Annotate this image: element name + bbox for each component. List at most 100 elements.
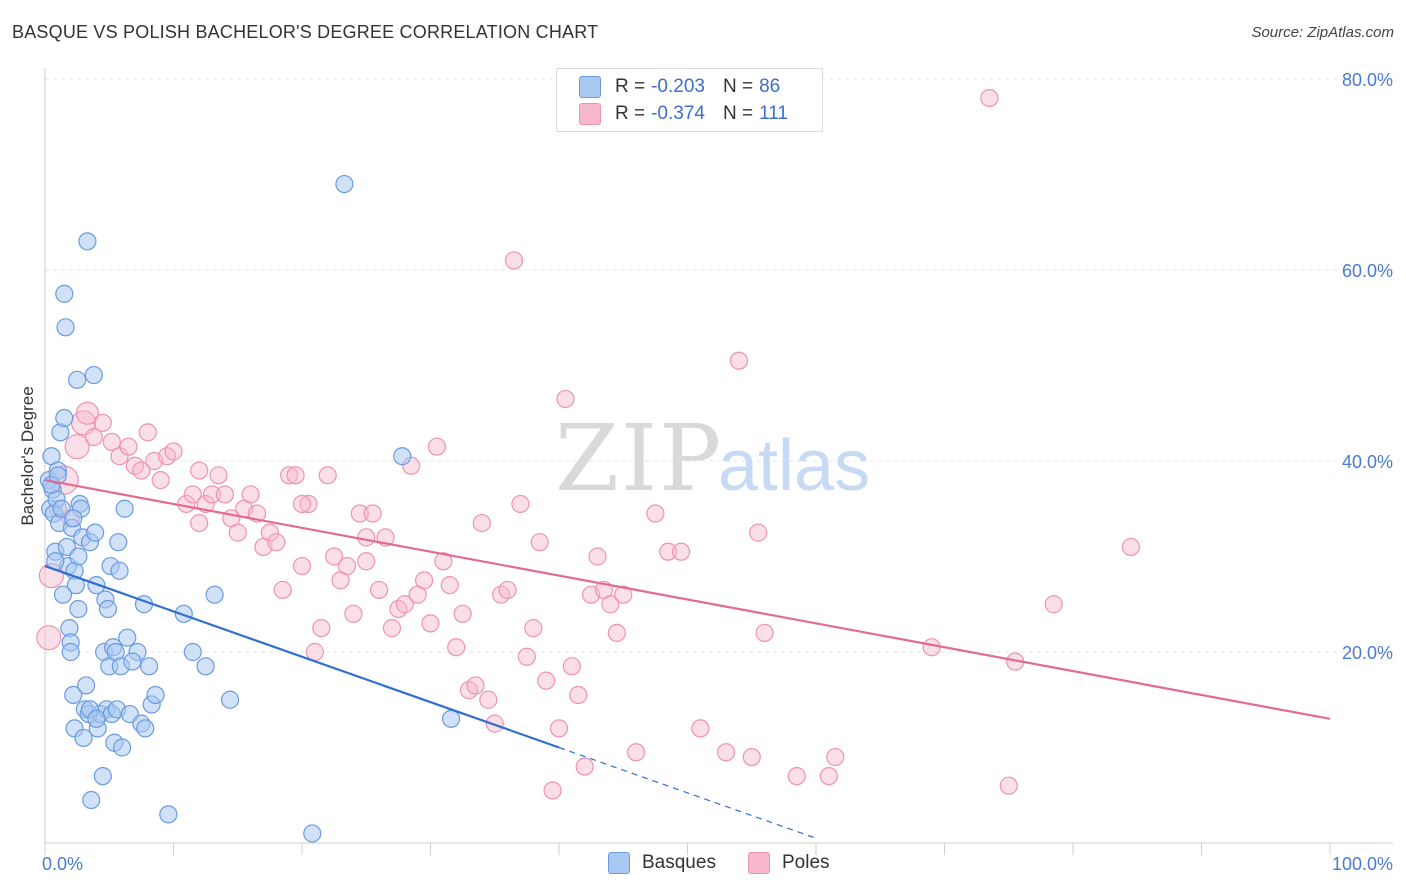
n-label: N = <box>722 103 754 124</box>
basques-point <box>139 657 159 676</box>
basques-point <box>98 599 118 619</box>
basques-point <box>87 709 106 728</box>
poles-point <box>299 494 318 514</box>
poles-point <box>267 533 286 552</box>
x-tick-label: 100.0% <box>1332 854 1393 874</box>
poles-point <box>1121 537 1140 557</box>
basques-point <box>64 685 83 705</box>
basques-point <box>393 447 412 466</box>
poles-point <box>562 657 581 676</box>
poles-point <box>999 776 1018 795</box>
legend-row-poles: R = -0.374 N = 111 <box>579 101 788 127</box>
r-value: -0.374 <box>651 103 705 124</box>
poles-point <box>826 747 845 767</box>
y-tick-label: 40.0% <box>1342 452 1393 472</box>
poles-point <box>75 401 100 425</box>
basques-point <box>220 690 240 709</box>
basques-point <box>78 232 97 251</box>
poles-point <box>292 556 312 576</box>
basques-point <box>69 547 88 566</box>
poles-point <box>447 638 466 657</box>
poles-point <box>84 428 103 447</box>
source-label: Source: ZipAtlas.com <box>1251 24 1394 41</box>
basques-point <box>48 466 67 485</box>
watermark-atlas: atlas <box>718 426 870 506</box>
poles-point <box>427 437 447 456</box>
basques-point <box>93 767 112 786</box>
poles-point <box>241 485 260 504</box>
basques-point <box>335 174 354 194</box>
poles-point <box>183 485 202 504</box>
poles-point <box>755 623 774 643</box>
poles-point <box>485 714 504 733</box>
poles-point <box>318 466 337 485</box>
basques-trendline <box>44 565 560 749</box>
basques-point <box>55 284 74 303</box>
basques-point <box>118 628 137 647</box>
poles-point <box>363 504 382 523</box>
r-label: R = <box>615 76 646 97</box>
basques-point <box>53 585 73 604</box>
watermark: ZIP atlas <box>555 405 870 512</box>
poles-point <box>819 767 838 786</box>
poles-point <box>344 604 363 623</box>
y-tick-label: 80.0% <box>1342 70 1393 90</box>
poles-point <box>132 461 151 480</box>
poles-point <box>671 542 691 561</box>
legend-row-basques: R = -0.203 N = 86 <box>579 74 780 100</box>
basques-point <box>64 509 83 528</box>
r-label: R = <box>615 103 646 124</box>
poles-trendline <box>44 479 1331 720</box>
poles-point <box>537 671 556 690</box>
basques-point <box>77 676 96 695</box>
basques-trendline-extension <box>558 746 817 839</box>
poles-point <box>549 719 569 738</box>
chart-title: BASQUE VS POLISH BACHELOR'S DEGREE CORRE… <box>12 22 599 42</box>
basques-point <box>196 657 215 676</box>
poles-point <box>64 434 90 460</box>
poles-point <box>190 461 209 480</box>
poles-point <box>601 595 620 614</box>
poles-point <box>292 494 312 514</box>
poles-point <box>556 389 575 409</box>
poles-point <box>569 685 588 705</box>
poles-point <box>729 351 749 370</box>
poles-point <box>440 576 459 595</box>
basques-point <box>303 824 322 843</box>
basques-point <box>136 719 155 738</box>
basques-point <box>69 599 88 619</box>
n-label: N = <box>722 76 754 97</box>
poles-point <box>742 747 761 767</box>
correlation-legend: R = -0.203 N = 86 R = -0.374 N = 111 <box>556 68 823 132</box>
y-tick-label: 20.0% <box>1342 643 1393 663</box>
poles-point <box>1044 595 1063 614</box>
poles-point <box>434 552 453 571</box>
y-tick-label: 60.0% <box>1342 261 1393 281</box>
legend-item-poles: Poles <box>748 852 830 874</box>
poles-point <box>421 614 440 633</box>
poles-point <box>151 471 170 490</box>
n-value: 86 <box>759 76 781 97</box>
poles-point <box>280 466 299 485</box>
basques-point <box>441 709 461 728</box>
legend-label: Basques <box>642 852 716 873</box>
basques-point <box>205 585 224 604</box>
poles-point <box>260 523 279 542</box>
poles-point <box>472 513 491 533</box>
poles-point <box>466 676 485 695</box>
basques-swatch <box>579 76 601 98</box>
basques-point <box>109 533 128 552</box>
poles-point <box>511 494 530 514</box>
tick-labels: 20.0% 40.0% 60.0% 80.0% 0.0% 100.0% <box>42 70 1393 874</box>
poles-point <box>202 485 222 504</box>
poles-point <box>357 552 376 571</box>
basques-point <box>159 805 178 824</box>
poles-point <box>453 604 472 623</box>
poles-point <box>575 757 594 776</box>
poles-point <box>93 413 112 432</box>
poles-point <box>102 432 121 451</box>
poles-point <box>350 504 369 523</box>
grid-lines <box>45 78 1393 653</box>
y-axis-label: Bachelor's Degree <box>18 386 37 526</box>
